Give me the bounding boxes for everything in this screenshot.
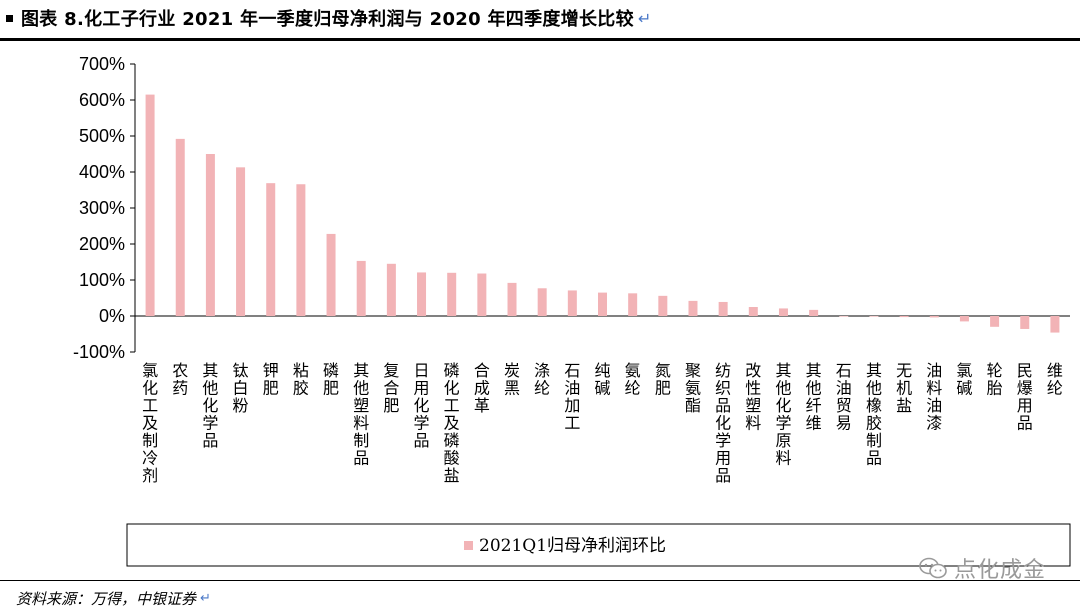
x-category-label: 氯化工及制冷剂 (142, 361, 158, 485)
watermark-text: 点化成金 (953, 558, 1046, 583)
top-rule (0, 38, 1080, 41)
watermark: 点化成金 (918, 552, 1046, 584)
bar (507, 282, 517, 316)
bar (266, 183, 276, 316)
x-category-label: 其他橡胶制品 (866, 361, 882, 468)
bar (477, 273, 487, 316)
bar (145, 94, 155, 316)
x-category-label: 氨纶 (625, 361, 641, 398)
bar (628, 293, 638, 316)
y-tick-label: 500% (79, 126, 125, 146)
x-category-label: 钛白粉 (233, 361, 249, 415)
bar (869, 316, 879, 317)
bullet-icon (6, 14, 13, 22)
return-mark-icon: ↵ (637, 8, 652, 28)
y-tick-label: 300% (79, 198, 125, 218)
bar (386, 263, 396, 316)
x-category-label: 其他塑料制品 (353, 361, 369, 468)
bar (748, 307, 758, 316)
bar-chart: 700% 600% 500% 400% 300% 200% 100% 0% -100% 氯化工及制… (73, 54, 1071, 567)
bar (537, 288, 547, 316)
bar (959, 316, 969, 322)
x-category-label: 轮胎 (987, 361, 1003, 398)
source-note: 资料来源：万得，中银证券 ↵ (16, 588, 211, 609)
bar (236, 167, 246, 316)
x-category-label: 涤纶 (534, 361, 550, 398)
bar (567, 290, 577, 316)
bar (356, 260, 366, 316)
x-category-label: 无机盐 (896, 361, 912, 415)
x-category-label: 氮肥 (655, 361, 671, 398)
bar (899, 316, 909, 318)
chart-title-row: 图表 8.化工子行业 2021 年一季度归母净利润与 2020 年四季度增长比较… (6, 4, 651, 32)
chart-title: 图表 8.化工子行业 2021 年一季度归母净利润与 2020 年四季度增长比较 (21, 9, 634, 30)
x-category-label: 油料油漆 (926, 361, 942, 433)
bar (718, 301, 728, 316)
x-category-label: 钾肥 (263, 361, 279, 398)
y-tick-label: 400% (79, 162, 125, 182)
y-tick-label: 100% (79, 270, 125, 290)
y-tick-label: -100% (73, 342, 125, 362)
legend-swatch (464, 541, 473, 550)
x-category-label: 纯碱 (594, 361, 610, 398)
x-category-label: 民爆用品 (1017, 361, 1033, 433)
x-category-label: 其他纤维 (806, 361, 822, 433)
legend-box (126, 523, 1071, 567)
source-text: 资料来源：万得，中银证券 (16, 590, 197, 608)
legend-label: 2021Q1归母净利润环比 (479, 536, 666, 556)
bottom-rule (0, 580, 1080, 581)
bar (417, 272, 427, 316)
bar (447, 272, 457, 316)
wechat-icon (919, 557, 947, 579)
bar (598, 292, 607, 316)
y-tick-label: 700% (79, 54, 125, 74)
x-category-label: 其他化学原料 (775, 361, 791, 468)
x-category-label: 聚氨酯 (685, 361, 701, 415)
bar (809, 309, 819, 316)
bar (326, 233, 336, 316)
return-mark-icon: ↵ (200, 591, 211, 606)
bar (205, 154, 215, 316)
bar (839, 316, 849, 317)
x-category-label: 石油贸易 (836, 361, 852, 433)
x-category-label: 其他化学品 (202, 361, 218, 450)
y-tick-label: 600% (79, 90, 125, 110)
bar (175, 138, 185, 316)
bar (688, 300, 698, 316)
x-category-label: 合成革 (474, 361, 490, 415)
x-category-label: 氯碱 (956, 361, 972, 398)
x-category-label: 改性塑料 (745, 361, 761, 433)
bar (658, 295, 668, 316)
bar (1050, 316, 1060, 333)
bar (929, 316, 939, 318)
x-category-label: 复合肥 (383, 361, 399, 415)
bar (296, 184, 306, 316)
y-tick-label: 200% (79, 234, 125, 254)
bar (990, 316, 1000, 327)
x-category-label: 维纶 (1047, 361, 1063, 398)
x-category-label: 石油加工 (564, 361, 580, 433)
x-category-label: 纺织品化学用品 (715, 361, 731, 485)
x-category-label: 磷化工及磷酸盐 (444, 361, 460, 485)
bar (778, 308, 788, 316)
x-category-label: 农药 (172, 361, 188, 398)
x-category-label: 粘胶 (293, 361, 309, 398)
y-tick-label: 0% (99, 306, 125, 326)
x-category-label: 日用化学品 (414, 361, 430, 450)
x-category-label: 炭黑 (504, 361, 520, 398)
x-category-label: 磷肥 (323, 361, 339, 398)
bar (1020, 316, 1030, 329)
